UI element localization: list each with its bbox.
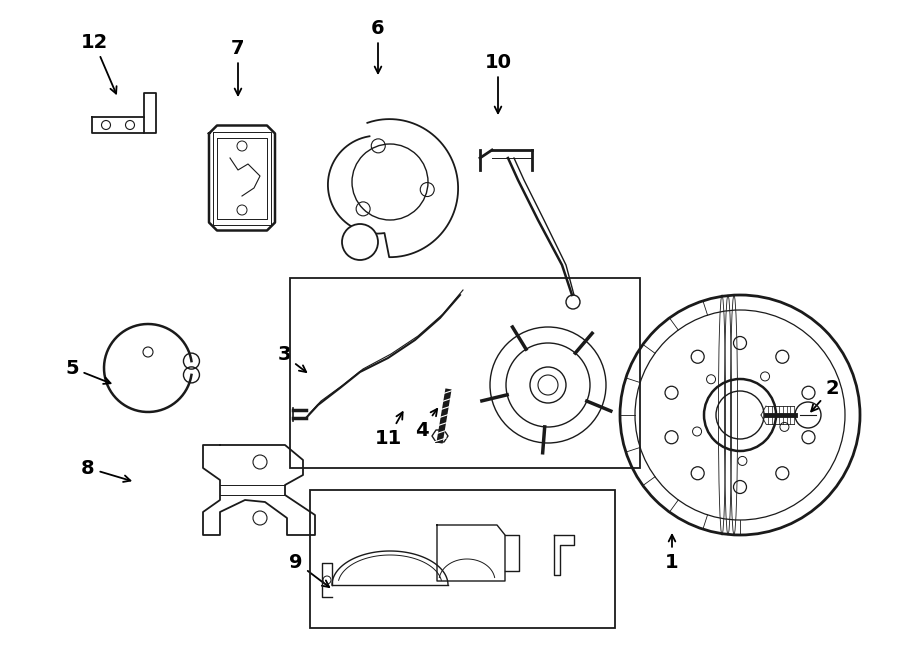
Circle shape bbox=[342, 224, 378, 260]
Text: 4: 4 bbox=[415, 409, 437, 440]
Bar bbox=[310, 490, 615, 628]
Text: 9: 9 bbox=[289, 553, 329, 587]
Text: 1: 1 bbox=[665, 535, 679, 572]
Text: 2: 2 bbox=[811, 379, 839, 411]
Text: 11: 11 bbox=[374, 412, 402, 447]
Text: 6: 6 bbox=[371, 19, 385, 73]
Text: 3: 3 bbox=[277, 346, 306, 372]
Text: 5: 5 bbox=[65, 358, 111, 384]
Text: 10: 10 bbox=[484, 52, 511, 113]
Text: 7: 7 bbox=[231, 38, 245, 95]
Bar bbox=[290, 278, 640, 468]
Text: 12: 12 bbox=[80, 32, 116, 94]
Text: 8: 8 bbox=[81, 459, 130, 482]
